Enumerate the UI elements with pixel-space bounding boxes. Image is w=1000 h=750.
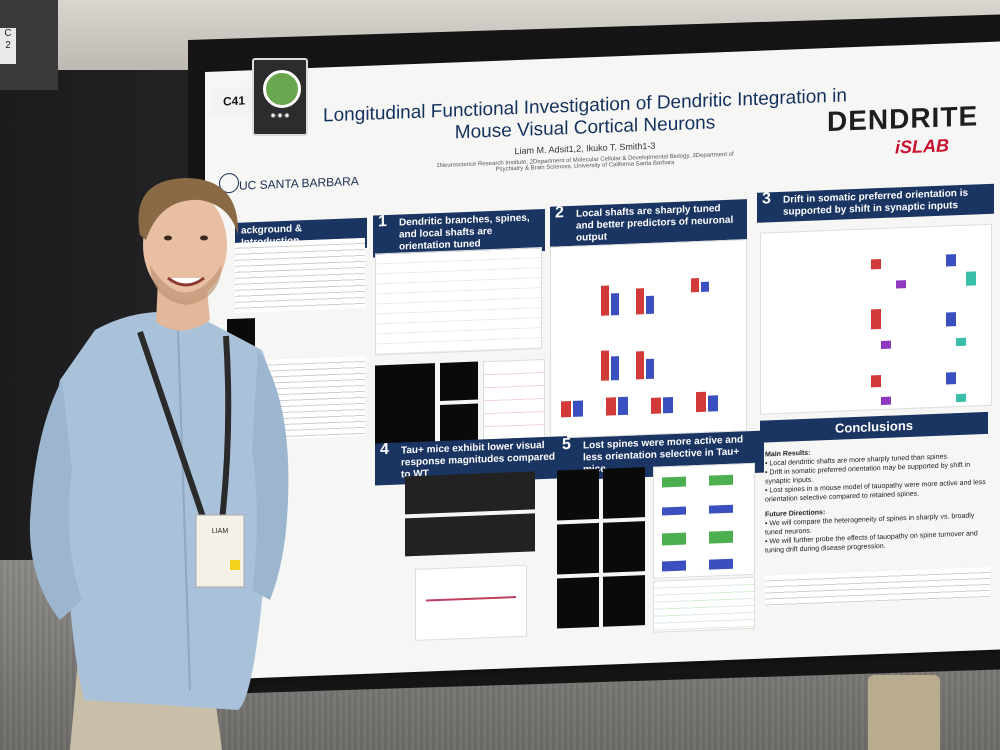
background-text-2 (235, 355, 365, 441)
section-4-response-maps-row2 (405, 513, 535, 557)
section-1-number: 1 (378, 213, 387, 231)
section-5-microscopy-5 (557, 576, 599, 629)
section-1-microscopy (375, 363, 435, 446)
section-5-number: 5 (562, 435, 571, 454)
research-poster: Longitudinal Functional Investigation of… (205, 41, 1000, 681)
section-1-title: Dendritic branches, spines, and local sh… (399, 212, 530, 253)
conclusions-header: Conclusions (760, 411, 988, 443)
poster-title: Longitudinal Functional Investigation of… (285, 84, 885, 151)
ucsb-seal-icon (219, 172, 239, 194)
passerby-leg (868, 675, 940, 750)
section-5-histograms (653, 462, 755, 579)
dendrite-lab-logo: DENDRITE (827, 100, 979, 138)
badge-name: LIAM (211, 528, 229, 535)
section-5-microscopy-2 (603, 467, 645, 519)
section-2-bar-charts (550, 239, 747, 439)
section-1-traces (375, 247, 542, 356)
section-1-tuning-curves (483, 358, 545, 444)
qr-code-icon (263, 70, 301, 108)
section-4-line-plot (415, 564, 527, 641)
conclusions-text: Main Results: • Local dendritic shafts a… (765, 442, 990, 556)
section-5-traces (653, 576, 755, 633)
background-text (235, 237, 365, 313)
section-1-microscopy-zoom-b (440, 403, 478, 443)
section-2-number: 2 (555, 204, 564, 222)
section-3-tuning-histograms (760, 223, 992, 415)
acknowledgements-text (765, 566, 990, 606)
section-5-microscopy-3 (557, 522, 599, 575)
section-5-microscopy-1 (557, 468, 599, 521)
section-5-microscopy-6 (603, 575, 645, 627)
section-3-title: Drift in somatic preferred orientation i… (783, 187, 969, 218)
qr-sign-icons: ◉ ◉ ◉ (270, 113, 290, 119)
neuron-image (227, 318, 255, 356)
aisle-sign: C 2 (0, 28, 16, 64)
islab-logo: iSLAB (895, 135, 949, 158)
section-4-response-maps-row1 (405, 471, 535, 515)
section-3-header: 3 Drift in somatic preferred orientation… (757, 183, 994, 223)
section-3-number: 3 (762, 190, 771, 208)
section-5-microscopy-4 (603, 521, 645, 573)
booth-number-sign: C41 (212, 86, 256, 116)
section-2-title: Local shafts are sharply tuned and bette… (576, 203, 734, 244)
section-1-microscopy-zoom-a (440, 361, 478, 401)
qr-code-sign: ◉ ◉ ◉ (252, 58, 308, 136)
institution-name: UC SANTA BARBARA (239, 174, 359, 193)
section-4-number: 4 (380, 440, 389, 459)
